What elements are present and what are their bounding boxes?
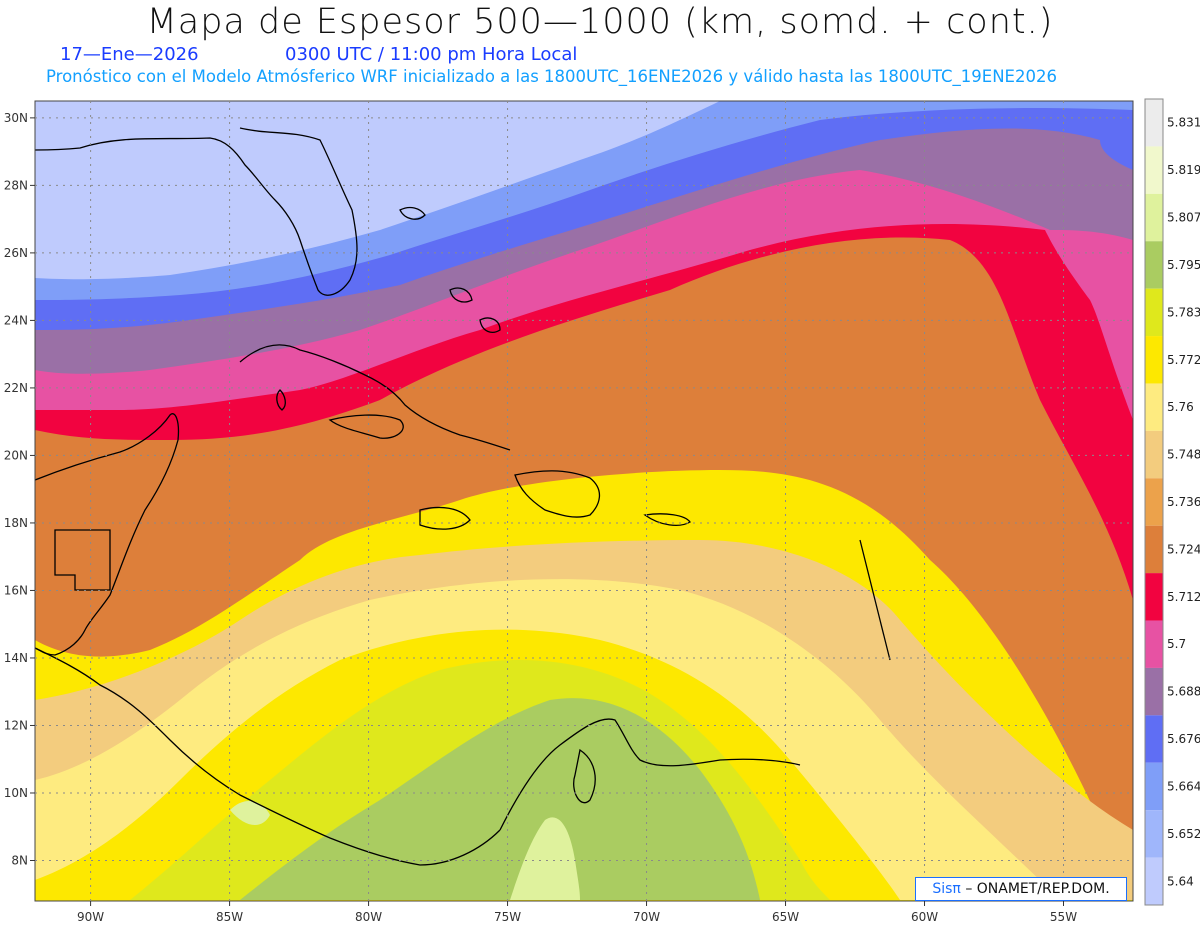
legend-label: 5.7 xyxy=(1167,637,1186,651)
legend-label: 5.76 xyxy=(1167,400,1194,414)
lat-tick-label: 20N xyxy=(4,448,28,462)
legend-swatch xyxy=(1145,193,1163,242)
lat-tick-label: 16N xyxy=(4,583,28,597)
lat-tick-label: 24N xyxy=(4,313,28,327)
legend-swatch xyxy=(1145,430,1163,479)
band-5807 xyxy=(510,817,580,900)
legend-label: 5.795 xyxy=(1167,258,1200,272)
legend-label: 5.64 xyxy=(1167,874,1194,888)
time-label: 0300 UTC / 11:00 pm Hora Local xyxy=(285,44,578,65)
axes: 90W 85W 80W 75W 70W 65W 60W 55W 30N 28N 26N 24N 22N 2… xyxy=(4,111,1077,924)
legend-label: 5.652 xyxy=(1167,827,1200,841)
legend-swatch xyxy=(1145,99,1163,147)
legend-label: 5.676 xyxy=(1167,732,1200,746)
map-frame xyxy=(34,100,1134,902)
lat-tick-label: 18N xyxy=(4,516,28,530)
forecast-note: Pronóstico con el Modelo Atmósferico WRF… xyxy=(46,67,1057,86)
legend-label: 5.664 xyxy=(1167,779,1200,793)
legend-label: 5.736 xyxy=(1167,495,1200,509)
lat-lon-grid xyxy=(35,101,1133,901)
legend-swatch xyxy=(1145,857,1163,905)
legend-swatch xyxy=(1145,715,1163,763)
legend-label: 5.688 xyxy=(1167,685,1200,699)
legend-label: 5.712 xyxy=(1167,590,1200,604)
band-5795 xyxy=(240,698,760,900)
legend-label: 5.819 xyxy=(1167,163,1200,177)
lon-tick-label: 90W xyxy=(77,910,104,924)
legend-label: 5.724 xyxy=(1167,542,1200,556)
date-label: 17—Ene—2026 xyxy=(60,44,199,65)
band-5807-b xyxy=(230,800,270,826)
credit-badge: Sisπ – ONAMET/REP.DOM. xyxy=(915,877,1127,901)
legend-swatch xyxy=(1145,810,1163,858)
legend-frame xyxy=(1144,98,1164,906)
lat-tick-label: 30N xyxy=(4,111,28,125)
lon-tick-label: 70W xyxy=(633,910,660,924)
map-title: Mapa de Espesor 500—1000 (km, somd. + co… xyxy=(146,2,1054,42)
legend-swatch xyxy=(1145,336,1163,384)
lon-tick-label: 85W xyxy=(216,910,243,924)
legend-label: 5.807 xyxy=(1167,211,1200,225)
legend-swatch xyxy=(1145,383,1163,431)
thickness-field xyxy=(35,101,1133,901)
lat-tick-label: 10N xyxy=(4,786,28,800)
legend-label: 5.748 xyxy=(1167,448,1200,462)
lon-tick-label: 55W xyxy=(1050,910,1077,924)
legend-swatch xyxy=(1145,478,1163,526)
lon-tick-label: 65W xyxy=(772,910,799,924)
legend-label: 5.783 xyxy=(1167,305,1200,319)
coastlines xyxy=(35,127,891,866)
lat-tick-label: 14N xyxy=(4,651,28,665)
legend-swatch xyxy=(1145,525,1163,574)
lon-tick-label: 75W xyxy=(494,910,521,924)
lat-tick-label: 28N xyxy=(4,178,28,192)
legend-swatch xyxy=(1145,620,1163,668)
credit-brand: Sisπ xyxy=(932,881,961,897)
legend-swatch xyxy=(1145,667,1163,716)
lat-tick-label: 26N xyxy=(4,246,28,260)
legend-swatch xyxy=(1145,573,1163,621)
lon-tick-label: 60W xyxy=(911,910,938,924)
lat-tick-label: 22N xyxy=(4,381,28,395)
legend-swatch xyxy=(1145,762,1163,811)
legend-label: 5.831 xyxy=(1167,116,1200,130)
lat-tick-label: 12N xyxy=(4,718,28,732)
lat-tick-label: 8N xyxy=(11,853,28,867)
legend-swatch xyxy=(1145,288,1163,337)
legend-swatch xyxy=(1145,241,1163,289)
legend-swatch xyxy=(1145,146,1163,194)
lon-tick-label: 80W xyxy=(355,910,382,924)
band-5640 xyxy=(35,101,720,280)
legend-label: 5.772 xyxy=(1167,353,1200,367)
credit-text: – ONAMET/REP.DOM. xyxy=(965,881,1110,897)
color-legend: 5.831 5.819 5.807 5.795 5.783 5.772 5.76 5.748 5… xyxy=(1144,98,1200,906)
